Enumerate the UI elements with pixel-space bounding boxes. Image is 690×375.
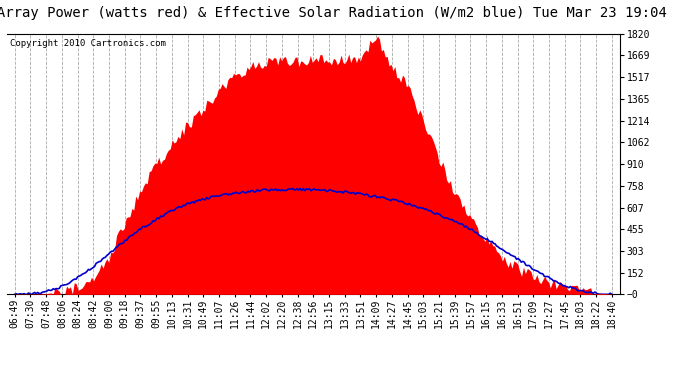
Text: East Array Power (watts red) & Effective Solar Radiation (W/m2 blue) Tue Mar 23 : East Array Power (watts red) & Effective… — [0, 6, 667, 20]
Text: Copyright 2010 Cartronics.com: Copyright 2010 Cartronics.com — [10, 39, 166, 48]
